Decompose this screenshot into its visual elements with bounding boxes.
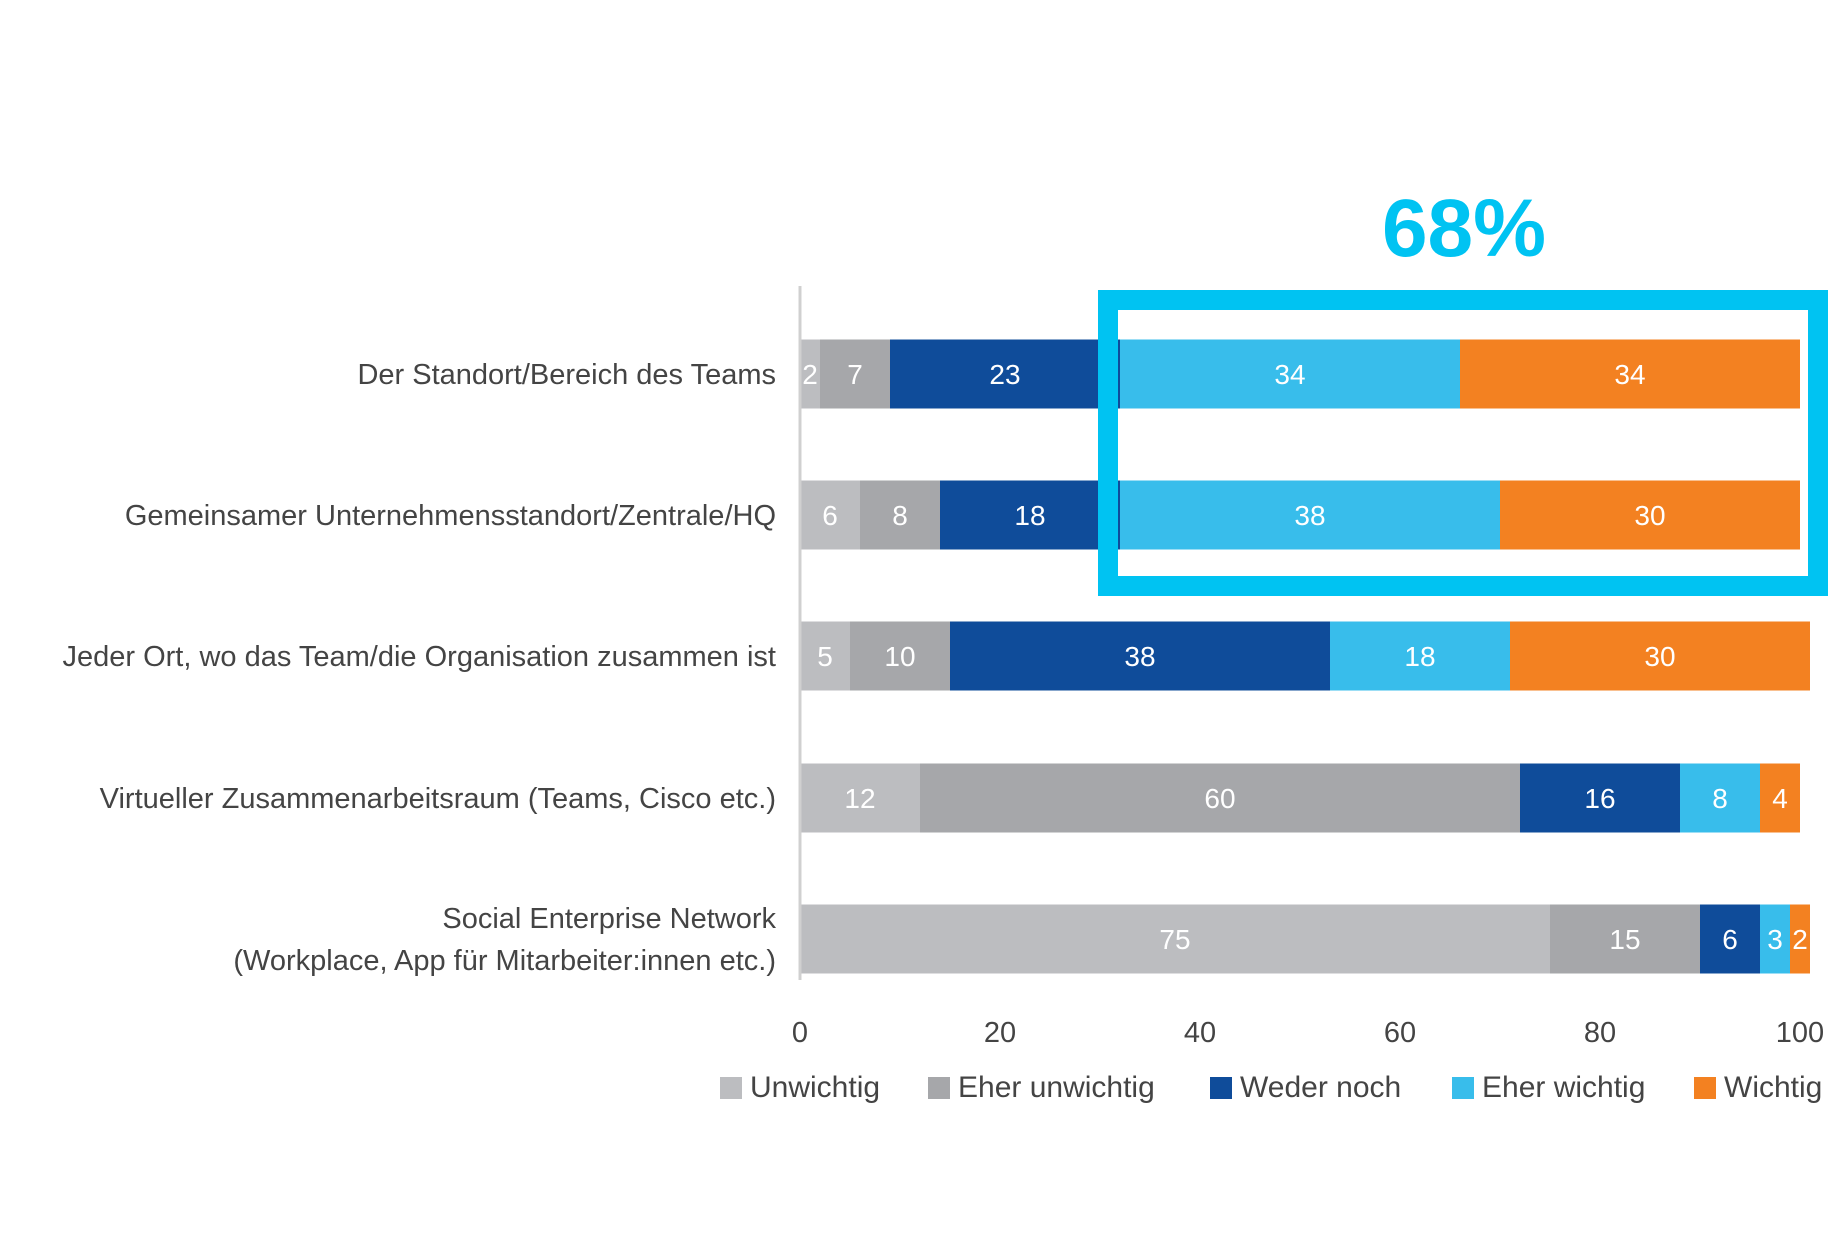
x-tick-label: 40 [1184, 1017, 1216, 1049]
bar-segment [1120, 339, 1460, 409]
bar-segment [860, 480, 940, 550]
bar-segment [800, 339, 820, 409]
x-tick-label: 100 [1776, 1017, 1824, 1049]
bar-segment [890, 339, 1120, 409]
data-label: 5 [817, 641, 833, 672]
bar-segment [1790, 904, 1810, 974]
legend-swatch [928, 1077, 950, 1099]
bar-segment [1760, 763, 1800, 833]
bar-segment [950, 621, 1330, 691]
data-label: 2 [1792, 924, 1808, 955]
bar-segment [1330, 621, 1510, 691]
bar-segment [1460, 339, 1800, 409]
bar-segment [800, 480, 860, 550]
bar-segment [820, 339, 890, 409]
bar-segment [1500, 480, 1800, 550]
bar-segment [920, 763, 1520, 833]
data-label: 38 [1294, 500, 1325, 531]
legend-label: Unwichtig [750, 1071, 880, 1104]
bar-segment [1760, 904, 1790, 974]
data-label: 23 [989, 359, 1020, 390]
callout-percentage: 68% [1382, 183, 1546, 274]
data-label: 2 [802, 359, 818, 390]
legend-label: Eher wichtig [1482, 1071, 1645, 1104]
x-tick-label: 20 [984, 1017, 1016, 1049]
data-label: 18 [1404, 641, 1435, 672]
bar-segment [1510, 621, 1810, 691]
data-label: 34 [1614, 359, 1645, 390]
data-label: 8 [892, 500, 908, 531]
data-label: 75 [1159, 924, 1190, 955]
data-label: 18 [1014, 500, 1045, 531]
data-label: 7 [847, 359, 863, 390]
bar-segment [850, 621, 950, 691]
bar-segment [800, 621, 850, 691]
category-label: Social Enterprise Network [442, 903, 776, 935]
bar-segment [1120, 480, 1500, 550]
legend-swatch [1694, 1077, 1716, 1099]
bar-segment [800, 763, 920, 833]
category-label: (Workplace, App für Mitarbeiter:innen et… [233, 945, 776, 977]
category-label: Virtueller Zusammenarbeitsraum (Teams, C… [100, 783, 776, 815]
x-tick-label: 80 [1584, 1017, 1616, 1049]
legend-swatch [1452, 1077, 1474, 1099]
x-tick-label: 0 [792, 1017, 808, 1049]
highlight-box [1098, 290, 1828, 596]
data-label: 15 [1609, 924, 1640, 955]
data-label: 6 [822, 500, 838, 531]
data-label: 12 [844, 783, 875, 814]
legend-label: Weder noch [1240, 1071, 1401, 1104]
data-label: 34 [1274, 359, 1305, 390]
legend-swatch [1210, 1077, 1232, 1099]
category-label: Gemeinsamer Unternehmensstandort/Zentral… [125, 500, 776, 532]
data-label: 16 [1584, 783, 1615, 814]
data-label: 4 [1772, 783, 1788, 814]
bar-segment [1520, 763, 1680, 833]
bar-segment [1550, 904, 1700, 974]
bar-segment [800, 904, 1550, 974]
data-label: 6 [1722, 924, 1738, 955]
data-label: 3 [1767, 924, 1783, 955]
data-label: 30 [1644, 641, 1675, 672]
data-label: 30 [1634, 500, 1665, 531]
legend-label: Eher unwichtig [958, 1071, 1155, 1104]
category-label: Der Standort/Bereich des Teams [357, 359, 776, 391]
category-label: Jeder Ort, wo das Team/die Organisation … [62, 641, 776, 673]
data-label: 38 [1124, 641, 1155, 672]
bar-segment [1700, 904, 1760, 974]
x-tick-label: 60 [1384, 1017, 1416, 1049]
data-label: 60 [1204, 783, 1235, 814]
legend-swatch [720, 1077, 742, 1099]
bar-segment [940, 480, 1120, 550]
bar-segment [1680, 763, 1760, 833]
data-label: 8 [1712, 783, 1728, 814]
legend-label: Wichtig [1724, 1071, 1822, 1104]
data-label: 10 [884, 641, 915, 672]
